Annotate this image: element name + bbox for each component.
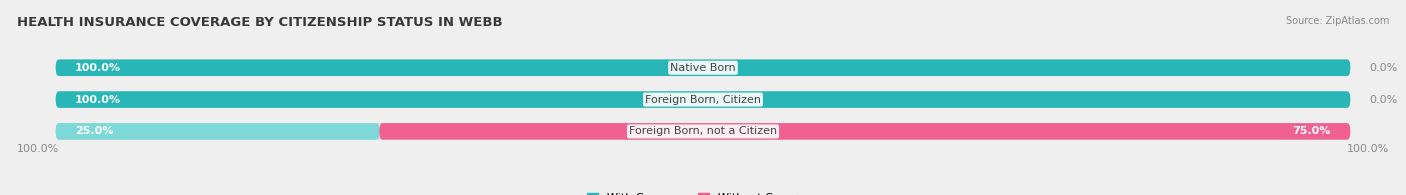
Text: HEALTH INSURANCE COVERAGE BY CITIZENSHIP STATUS IN WEBB: HEALTH INSURANCE COVERAGE BY CITIZENSHIP…	[17, 16, 502, 29]
FancyBboxPatch shape	[56, 123, 1350, 140]
Text: 100.0%: 100.0%	[1347, 144, 1389, 154]
FancyBboxPatch shape	[56, 59, 1350, 76]
Text: Source: ZipAtlas.com: Source: ZipAtlas.com	[1285, 16, 1389, 26]
Text: Foreign Born, not a Citizen: Foreign Born, not a Citizen	[628, 126, 778, 136]
FancyBboxPatch shape	[56, 91, 1350, 108]
Text: 100.0%: 100.0%	[75, 63, 121, 73]
FancyBboxPatch shape	[380, 123, 1350, 140]
Text: 75.0%: 75.0%	[1292, 126, 1331, 136]
Text: 0.0%: 0.0%	[1369, 95, 1398, 105]
FancyBboxPatch shape	[56, 123, 380, 140]
Text: 0.0%: 0.0%	[1369, 63, 1398, 73]
Legend: With Coverage, Without Coverage: With Coverage, Without Coverage	[588, 193, 818, 195]
FancyBboxPatch shape	[56, 91, 1350, 108]
Text: Native Born: Native Born	[671, 63, 735, 73]
FancyBboxPatch shape	[56, 59, 1350, 76]
Text: Foreign Born, Citizen: Foreign Born, Citizen	[645, 95, 761, 105]
Text: 100.0%: 100.0%	[75, 95, 121, 105]
Text: 25.0%: 25.0%	[75, 126, 114, 136]
Text: 100.0%: 100.0%	[17, 144, 59, 154]
